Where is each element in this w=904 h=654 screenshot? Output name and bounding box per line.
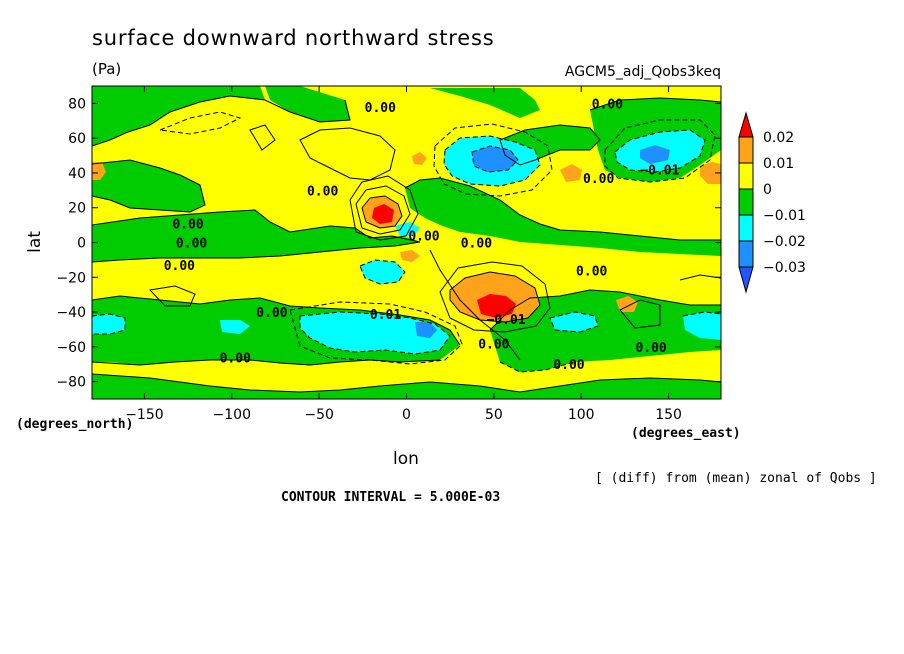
dataset-label: AGCM5_adj_Qobs3keq [565, 64, 721, 80]
colorbar-label: 0.01 [763, 156, 794, 172]
contour-label: 0.00 [461, 237, 492, 252]
contour-label: −0.01 [487, 313, 526, 328]
region-blue [415, 145, 670, 338]
colorbar: 0.02 0.01 0 −0.01 −0.02 −0.03 [738, 111, 806, 294]
x-tick-label: 0 [402, 407, 411, 423]
colorbar-label: 0.02 [763, 130, 794, 146]
y-tick-label: 40 [68, 166, 86, 182]
x-tick-label: −100 [213, 407, 251, 423]
contour-lines-negative [92, 111, 721, 373]
footnote: [ (diff) from (mean) zonal of Qobs ] [595, 471, 877, 486]
contour-label: 0.00 [172, 217, 203, 232]
y-axis-units: (degrees_north) [16, 417, 133, 432]
contour-lines [92, 95, 721, 393]
contour-label: 0.00 [164, 259, 195, 274]
colorbar-segment [738, 188, 754, 216]
contour-label: 0.00 [408, 230, 439, 245]
x-tick-label: 150 [655, 407, 682, 423]
colorbar-segment [738, 136, 754, 164]
y-tick-label: 20 [68, 201, 86, 217]
contour-label: 0.00 [592, 97, 623, 112]
y-tick-label: −60 [56, 340, 86, 356]
region-red [372, 204, 516, 318]
contour-label: 0.00 [553, 358, 584, 373]
contour-label: −0.01 [640, 163, 679, 178]
x-tick-label: 50 [485, 407, 503, 423]
contour-label: 0.01 [370, 308, 401, 323]
x-tick-label: −150 [125, 407, 163, 423]
y-tick-label: −80 [56, 375, 86, 391]
x-axis: −150 −100 −50 0 50 100 150 [125, 86, 682, 423]
contour-label: 0.00 [635, 341, 666, 356]
contour-field: 0.00 0.00 0.00 0.00 −0.01 0.00 0.00 0.00 0.00 0.0… [92, 86, 721, 399]
colorbar-label: 0 [763, 182, 772, 198]
x-tick-label: −50 [304, 407, 334, 423]
x-tick-label: 100 [568, 407, 595, 423]
chart-units: (Pa) [92, 60, 121, 78]
y-tick-label: 0 [77, 236, 86, 252]
contour-interval: CONTOUR INTERVAL = 5.000E-03 [281, 490, 500, 505]
contour-label: 0.00 [583, 172, 614, 187]
x-axis-units: (degrees_east) [631, 426, 741, 441]
y-tick-label: 60 [68, 131, 86, 147]
y-tick-label: 80 [68, 96, 86, 112]
x-axis-label: lon [393, 449, 419, 469]
y-axis-label: lat [25, 231, 45, 253]
colorbar-segment [738, 214, 754, 242]
colorbar-cap-top [738, 111, 754, 138]
contour-label: 0.00 [220, 351, 251, 366]
contour-label: 0.00 [307, 184, 338, 199]
colorbar-cap-bottom [738, 266, 754, 294]
colorbar-label: −0.01 [763, 208, 806, 224]
y-axis: 80 60 40 20 0 −20 −40 −60 −80 [56, 96, 721, 391]
contour-label: 0.00 [176, 237, 207, 252]
y-tick-label: −40 [56, 305, 86, 321]
colorbar-label: −0.02 [763, 234, 806, 250]
contour-labels: 0.00 0.00 0.00 0.00 −0.01 0.00 0.00 0.00 0.00 0.0… [164, 97, 680, 373]
y-tick-label: −20 [56, 270, 86, 286]
contour-label: 0.00 [576, 264, 607, 279]
contour-label: 0.00 [365, 101, 396, 116]
colorbar-segment [738, 162, 754, 190]
contour-label: 0.00 [478, 337, 509, 352]
colorbar-label: −0.03 [763, 260, 806, 276]
chart-title: surface downward northward stress [92, 26, 494, 50]
contour-label: 0.00 [256, 306, 287, 321]
colorbar-segment [738, 240, 754, 268]
